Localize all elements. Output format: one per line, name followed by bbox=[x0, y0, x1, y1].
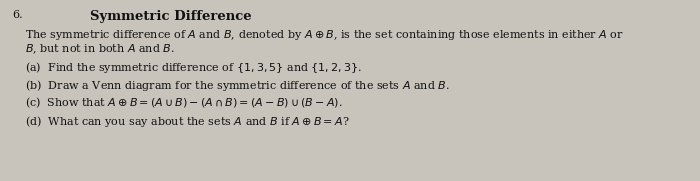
Text: $B$, but not in both $A$ and $B$.: $B$, but not in both $A$ and $B$. bbox=[25, 42, 175, 56]
Text: (d)  What can you say about the sets $A$ and $B$ if $A \oplus B = A$?: (d) What can you say about the sets $A$ … bbox=[25, 114, 349, 129]
Text: (a)  Find the symmetric difference of $\{1, 3, 5\}$ and $\{1, 2, 3\}$.: (a) Find the symmetric difference of $\{… bbox=[25, 60, 362, 75]
Text: (b)  Draw a Venn diagram for the symmetric difference of the sets $A$ and $B$.: (b) Draw a Venn diagram for the symmetri… bbox=[25, 78, 450, 93]
Text: 6.: 6. bbox=[12, 10, 22, 20]
Text: Symmetric Difference: Symmetric Difference bbox=[90, 10, 251, 23]
Text: The symmetric difference of $A$ and $B$, denoted by $A \oplus B$, is the set con: The symmetric difference of $A$ and $B$,… bbox=[25, 28, 624, 42]
Text: (c)  Show that $A \oplus B = (A \cup B) - (A \cap B) = (A - B) \cup (B - A)$.: (c) Show that $A \oplus B = (A \cup B) -… bbox=[25, 96, 342, 110]
